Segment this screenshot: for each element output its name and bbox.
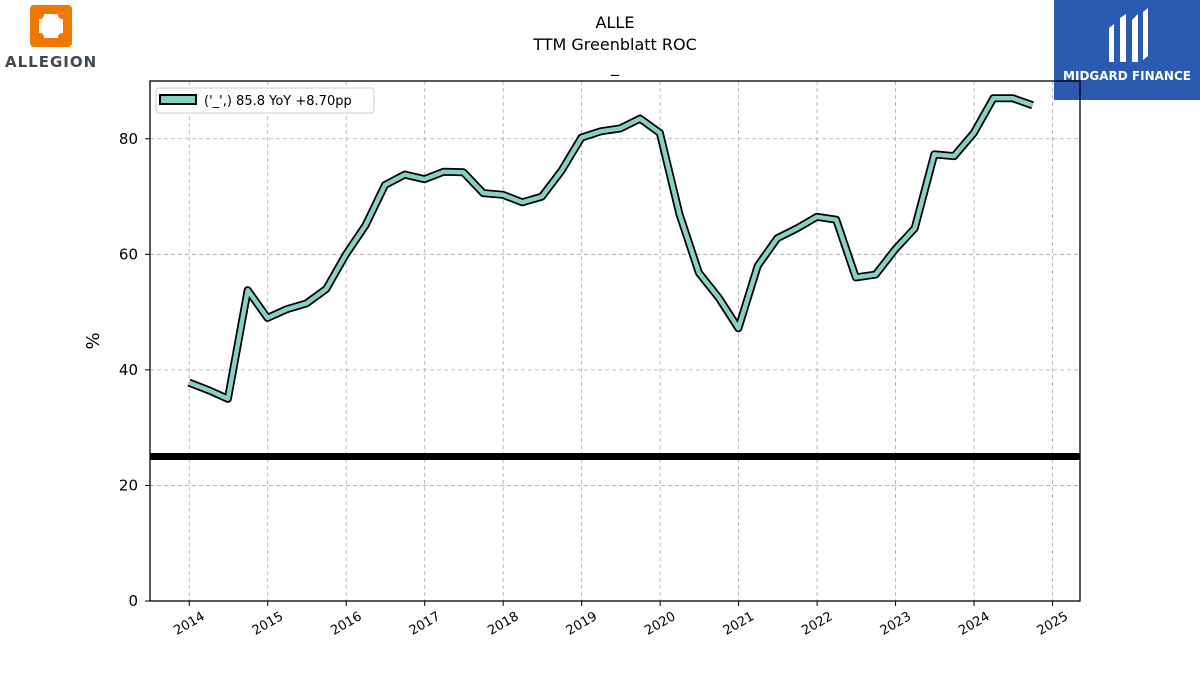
x-tick-label: 2016 [328,609,364,639]
x-tick-label: 2019 [564,609,600,639]
legend: ('_',) 85.8 YoY +8.70pp [155,87,375,114]
y-axis-label: % [83,332,104,349]
x-tick-label: 2015 [250,609,286,639]
x-tick-label: 2023 [878,609,914,639]
series-line-outline [187,94,1034,403]
midgard-logo-icon [1109,8,1148,62]
chart-title-subtitle: _ [611,57,619,76]
x-tick-label: 2025 [1035,609,1071,639]
legend-swatch [159,94,197,105]
midgard-finance-watermark: MIDGARD FINANCE [1054,0,1200,100]
y-tick-label: 80 [119,130,138,148]
x-tick-label: 2014 [171,609,207,639]
grid [150,81,1080,602]
allegion-logo [30,5,72,47]
x-tick-label: 2021 [721,609,757,639]
chart-title-block: ALLE TTM Greenblatt ROC _ [415,12,815,78]
chart-title-ticker: ALLE [595,13,635,32]
y-tick-label: 0 [128,592,138,610]
y-tick-label: 40 [119,361,138,379]
brand-name: ALLEGION [5,53,98,71]
legend-label: ('_',) 85.8 YoY +8.70pp [204,94,352,109]
y-tick-label: 60 [119,245,138,263]
axis-layer: 0 20 40 60 80 2014 2015 2016 2017 2018 2019 2020 202… [119,130,1071,639]
x-tick-label: 2018 [485,609,521,639]
series-line [188,96,1034,402]
series-layer [187,94,1034,403]
x-tick-label: 2020 [642,609,678,639]
y-tick-label: 20 [119,476,138,494]
chart-title-metric: TTM Greenblatt ROC [533,35,697,54]
legend-box [155,87,375,114]
x-tick-label: 2022 [799,609,835,639]
x-tick-label: 2017 [407,609,443,639]
plot-frame [149,80,1081,602]
x-tick-label: 2024 [956,609,992,639]
midgard-name: MIDGARD FINANCE [1063,69,1191,83]
